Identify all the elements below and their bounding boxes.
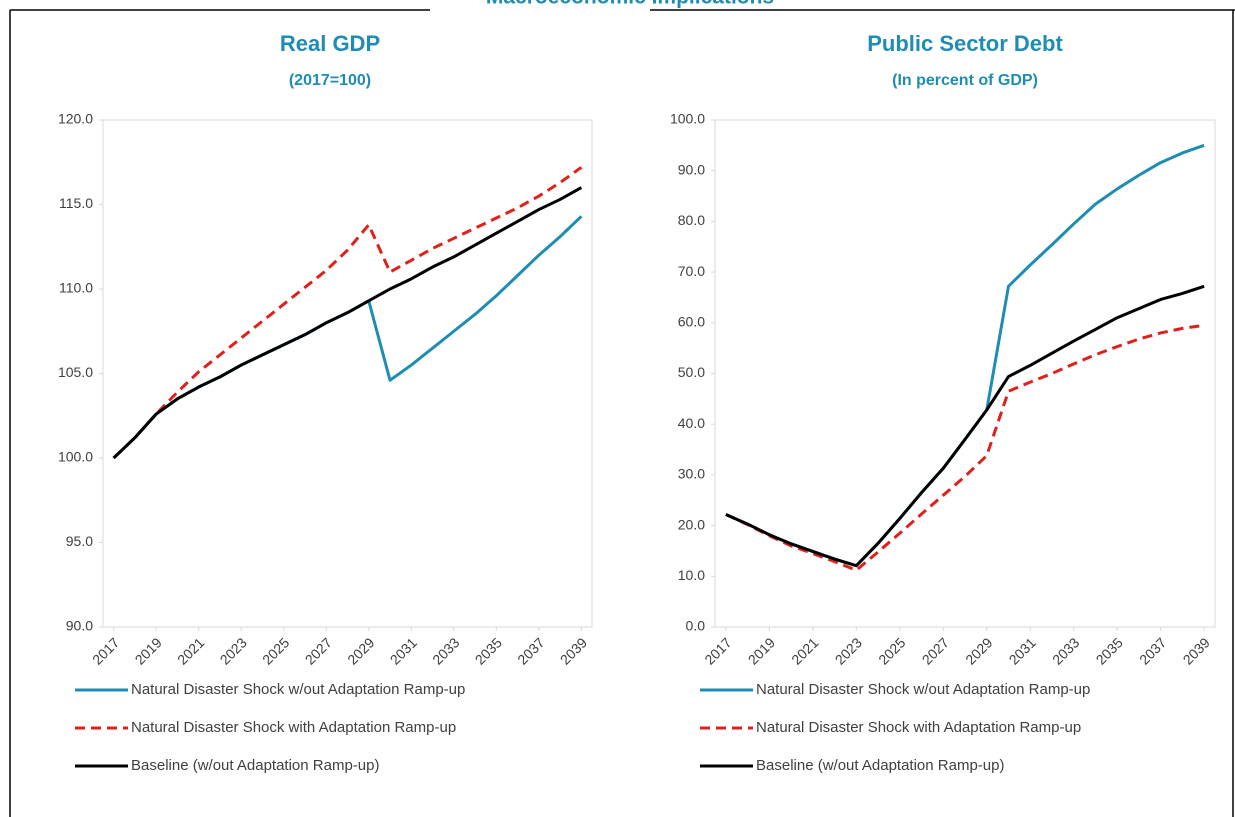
y-tick-label: 20.0 [678,516,705,532]
x-tick-label: 2031 [1006,634,1039,667]
x-tick-label: 2039 [1180,634,1213,667]
x-tick-label: 2023 [217,634,250,667]
y-tick-label: 90.0 [66,618,93,634]
series-line [112,186,583,460]
x-tick-label: 2017 [89,634,122,667]
x-tick-label: 2025 [875,634,908,667]
y-tick-label: 90.0 [678,161,705,177]
x-tick-label: 2017 [701,634,734,667]
x-tick-label: 2033 [1049,634,1082,667]
y-tick-label: 95.0 [66,533,93,549]
x-tick-label: 2027 [302,634,335,667]
series-line [112,166,583,460]
x-tick-label: 2033 [429,634,462,667]
title-backdrop [430,0,650,12]
y-tick-label: 115.0 [59,195,93,211]
series-line [725,284,1205,568]
legend-label: Natural Disaster Shock with Adaptation R… [131,719,456,736]
y-tick-label: 105.0 [58,364,93,380]
page-title: Macroeconomic Implications [486,0,774,9]
x-tick-label: 2029 [962,634,995,667]
y-tick-label: 80.0 [678,212,705,228]
y-tick-label: 30.0 [678,466,705,482]
plot-area [714,119,1216,628]
x-tick-label: 2025 [259,634,292,667]
series-line [725,143,1205,568]
x-tick-label: 2037 [514,634,547,667]
series-line [725,323,1205,572]
legend-label: Baseline (w/out Adaptation Ramp-up) [131,757,379,774]
y-tick-label: 60.0 [678,314,705,330]
x-tick-label: 2035 [1093,634,1126,667]
x-tick-label: 2037 [1136,634,1169,667]
chart-subtitle: (2017=100) [289,72,371,89]
x-tick-label: 2035 [472,634,505,667]
legend-label: Natural Disaster Shock w/out Adaptation … [131,681,465,698]
x-tick-label: 2039 [557,634,590,667]
legend-label: Natural Disaster Shock with Adaptation R… [756,719,1081,736]
series-line [112,215,583,460]
x-tick-label: 2031 [387,634,420,667]
y-tick-label: 100.0 [670,111,705,127]
x-tick-label: 2023 [832,634,865,667]
y-tick-label: 0.0 [686,618,706,634]
chart-title: Real GDP [280,31,380,56]
y-tick-label: 50.0 [678,364,705,380]
y-tick-label: 120.0 [58,111,93,127]
plot-area [102,119,593,628]
chart-subtitle: (In percent of GDP) [892,72,1038,89]
legend-label: Baseline (w/out Adaptation Ramp-up) [756,757,1004,774]
x-tick-label: 2029 [344,634,377,667]
x-tick-label: 2019 [745,634,778,667]
x-tick-label: 2019 [132,634,165,667]
chart-title: Public Sector Debt [867,31,1063,56]
x-tick-label: 2027 [919,634,952,667]
y-tick-label: 10.0 [678,567,705,583]
legend-label: Natural Disaster Shock w/out Adaptation … [756,681,1090,698]
y-tick-label: 100.0 [58,449,93,465]
y-tick-label: 40.0 [678,415,705,431]
y-tick-label: 110.0 [59,280,93,296]
y-tick-label: 70.0 [678,263,705,279]
x-tick-label: 2021 [788,634,821,667]
x-tick-label: 2021 [174,634,207,667]
